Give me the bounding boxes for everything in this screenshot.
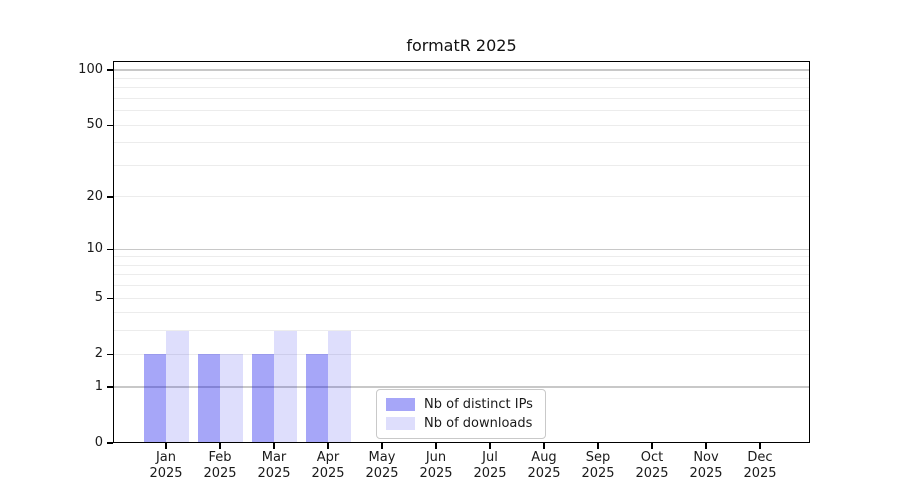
x-tick-label: Oct 2025 — [635, 450, 669, 481]
gridline-major — [113, 386, 810, 388]
x-tick-label: Feb 2025 — [203, 450, 237, 481]
y-tick-label: 100 — [78, 62, 103, 77]
x-tick-mark — [273, 443, 275, 449]
bar-distinct-ips — [197, 354, 220, 443]
y-tick-label: 1 — [94, 378, 103, 394]
x-tick-mark — [489, 443, 491, 449]
gridline-minor — [113, 124, 810, 126]
legend-swatch-distinct-ips-icon — [386, 398, 415, 411]
bar-downloads — [328, 330, 351, 443]
y-tick-mark — [107, 248, 113, 250]
y-tick-mark — [107, 386, 113, 388]
x-tick-label: May 2025 — [365, 450, 399, 481]
gridline-minor — [113, 110, 810, 112]
y-tick-label: 20 — [86, 188, 103, 204]
gridline-minor — [113, 312, 810, 314]
gridline-minor — [113, 97, 810, 99]
gridline-minor — [113, 164, 810, 166]
x-tick-label: Jul 2025 — [473, 450, 507, 481]
gridline-major — [113, 248, 810, 250]
y-tick-label: 50 — [86, 117, 103, 133]
y-tick-label: 5 — [94, 290, 103, 306]
x-tick-mark — [381, 443, 383, 449]
x-tick-mark — [705, 443, 707, 449]
bar-downloads — [220, 354, 243, 443]
bar-downloads — [166, 330, 189, 443]
y-tick-label: 10 — [86, 241, 103, 257]
x-tick-label: Aug 2025 — [527, 450, 561, 481]
x-tick-mark — [651, 443, 653, 449]
x-tick-mark — [543, 443, 545, 449]
legend: Nb of distinct IPs Nb of downloads — [376, 389, 546, 439]
x-tick-label: Nov 2025 — [689, 450, 723, 481]
legend-swatch-downloads-icon — [386, 417, 415, 430]
gridline-minor — [113, 264, 810, 266]
x-tick-mark — [165, 443, 167, 449]
x-tick-label: Apr 2025 — [311, 450, 345, 481]
y-tick-mark — [107, 124, 113, 126]
x-tick-mark — [597, 443, 599, 449]
bar-downloads — [274, 330, 297, 443]
x-tick-mark — [759, 443, 761, 449]
gridline-minor — [113, 87, 810, 89]
y-tick-label: 0 — [94, 435, 103, 450]
bar-distinct-ips — [251, 354, 274, 443]
x-tick-mark — [327, 443, 329, 449]
x-tick-label: Dec 2025 — [743, 450, 777, 481]
gridline-minor — [113, 196, 810, 198]
y-tick-mark — [107, 353, 113, 355]
gridline-minor — [113, 285, 810, 287]
x-tick-label: Jun 2025 — [419, 450, 453, 481]
gridline-minor — [113, 142, 810, 144]
x-tick-mark — [219, 443, 221, 449]
gridline-major — [113, 69, 810, 71]
y-tick-mark — [107, 442, 113, 444]
legend-item-distinct-ips: Nb of distinct IPs — [386, 397, 536, 412]
chart-title: formatR 2025 — [406, 36, 517, 55]
gridline-minor — [113, 77, 810, 79]
y-tick-mark — [107, 69, 113, 71]
gridline-minor — [113, 274, 810, 276]
legend-label-distinct-ips: Nb of distinct IPs — [424, 397, 533, 412]
legend-item-downloads: Nb of downloads — [386, 416, 536, 431]
x-tick-label: Sep 2025 — [581, 450, 615, 481]
bar-distinct-ips — [143, 354, 166, 443]
x-tick-mark — [435, 443, 437, 449]
gridline-minor — [113, 353, 810, 355]
x-tick-label: Jan 2025 — [149, 450, 183, 481]
legend-label-downloads: Nb of downloads — [424, 416, 533, 431]
x-tick-label: Mar 2025 — [257, 450, 291, 481]
gridline-minor — [113, 297, 810, 299]
gridline-minor — [113, 330, 810, 332]
y-tick-mark — [107, 196, 113, 198]
y-tick-label: 2 — [94, 346, 103, 362]
y-tick-mark — [107, 297, 113, 299]
bar-distinct-ips — [305, 354, 328, 443]
gridline-minor — [113, 256, 810, 258]
